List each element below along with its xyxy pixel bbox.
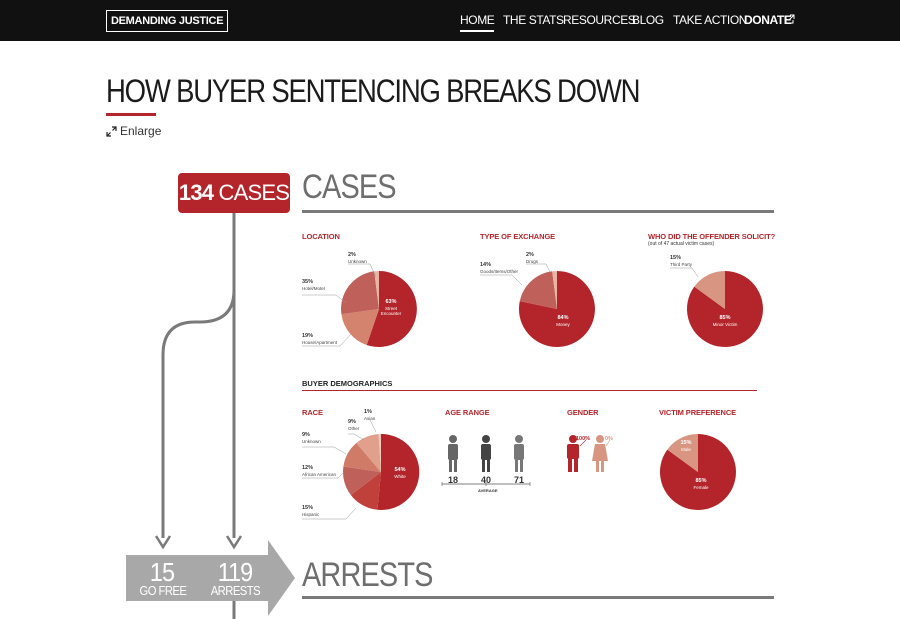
location-pie — [341, 271, 417, 347]
pie-slice-female — [659, 434, 736, 510]
nav-take-action[interactable]: TAKE ACTION — [673, 13, 748, 27]
victim-pref-pie — [659, 434, 736, 510]
location-title: LOCATION — [302, 232, 340, 241]
race-leaders — [302, 419, 377, 520]
pie-slice-other — [356, 434, 381, 472]
race-title: RACE — [302, 408, 323, 417]
pie-slice-unknown — [343, 443, 381, 472]
pie-slice-goods — [519, 271, 557, 309]
arrests-heading: ARRESTS — [302, 556, 433, 594]
demographics-title: BUYER DEMOGRAPHICS — [302, 379, 393, 388]
age-average-label: AVERAGE — [478, 488, 498, 493]
male-icon — [567, 435, 579, 472]
exchange-leaders — [480, 263, 551, 286]
male-pct: 100% — [576, 436, 591, 442]
location-leaders — [302, 263, 377, 347]
age-max: 71 — [513, 475, 524, 485]
nav-blog[interactable]: BLOG — [632, 13, 664, 27]
race-pie — [343, 433, 420, 510]
pie-slice-third-party — [694, 271, 725, 309]
pie-slice-money — [518, 271, 595, 347]
age-min: 18 — [447, 475, 458, 485]
nav-home[interactable]: HOME — [460, 13, 495, 32]
enlarge-link[interactable]: Enlarge — [106, 124, 161, 138]
arrests-count: 119 ARRESTS — [210, 557, 261, 598]
pie-slice-street — [366, 271, 417, 347]
nav-the-stats[interactable]: THE STATS — [503, 13, 564, 27]
site-logo[interactable]: DEMANDING JUSTICE — [106, 10, 229, 32]
expand-icon — [106, 126, 117, 137]
pie-slice-african-american — [343, 466, 381, 495]
person-icon — [481, 435, 491, 472]
pie-slice-house — [341, 309, 379, 345]
victim-pref-title: VICTIM PREFERENCE — [659, 408, 737, 417]
pie-slice-asian — [378, 434, 381, 472]
solicit-pie — [686, 271, 763, 347]
age-average: 40 — [480, 475, 491, 485]
person-icon — [448, 435, 458, 472]
nav-donate[interactable]: DONATE — [744, 13, 792, 27]
top-navbar: DEMANDING JUSTICE HOME THE STATS RESOURC… — [0, 0, 900, 41]
arrests-rule — [302, 596, 774, 599]
pie-slice-hispanic — [350, 472, 381, 510]
exchange-pie — [518, 271, 595, 347]
pie-slice-drugs — [552, 271, 557, 309]
demographics-rule — [302, 390, 757, 391]
cases-count-badge: 134 CASES — [178, 173, 290, 213]
go-free-count: 15 GO FREE — [139, 557, 187, 598]
pie-slice-unknown — [374, 271, 379, 309]
title-underline — [106, 113, 156, 116]
pie-slice-hotel — [341, 271, 379, 315]
exchange-title: TYPE OF EXCHANGE — [480, 232, 556, 241]
person-icon — [514, 435, 524, 472]
cases-heading: CASES — [302, 168, 397, 206]
enlarge-label: Enlarge — [120, 124, 162, 138]
age-person-icons — [441, 435, 531, 486]
age-range-title: AGE RANGE — [445, 408, 490, 417]
solicit-subtitle: (out of 47 actual victim cases) — [648, 241, 715, 247]
nav-resources[interactable]: RESOURCES — [563, 13, 636, 27]
page-title: HOW BUYER SENTENCING BREAKS DOWN — [106, 73, 641, 109]
pie-slice-male — [667, 434, 698, 472]
external-link-icon — [785, 14, 795, 24]
female-pct: 0% — [605, 436, 613, 442]
gender-title: GENDER — [567, 408, 599, 417]
gender-icons — [567, 435, 611, 472]
female-icon — [592, 435, 608, 472]
solicit-title: WHO DID THE OFFENDER SOLICIT? — [648, 232, 776, 241]
pie-slice-white — [377, 433, 420, 510]
pie-slice-minor-victim — [686, 271, 763, 347]
solicit-leaders — [670, 267, 699, 278]
cases-rule — [302, 210, 774, 213]
